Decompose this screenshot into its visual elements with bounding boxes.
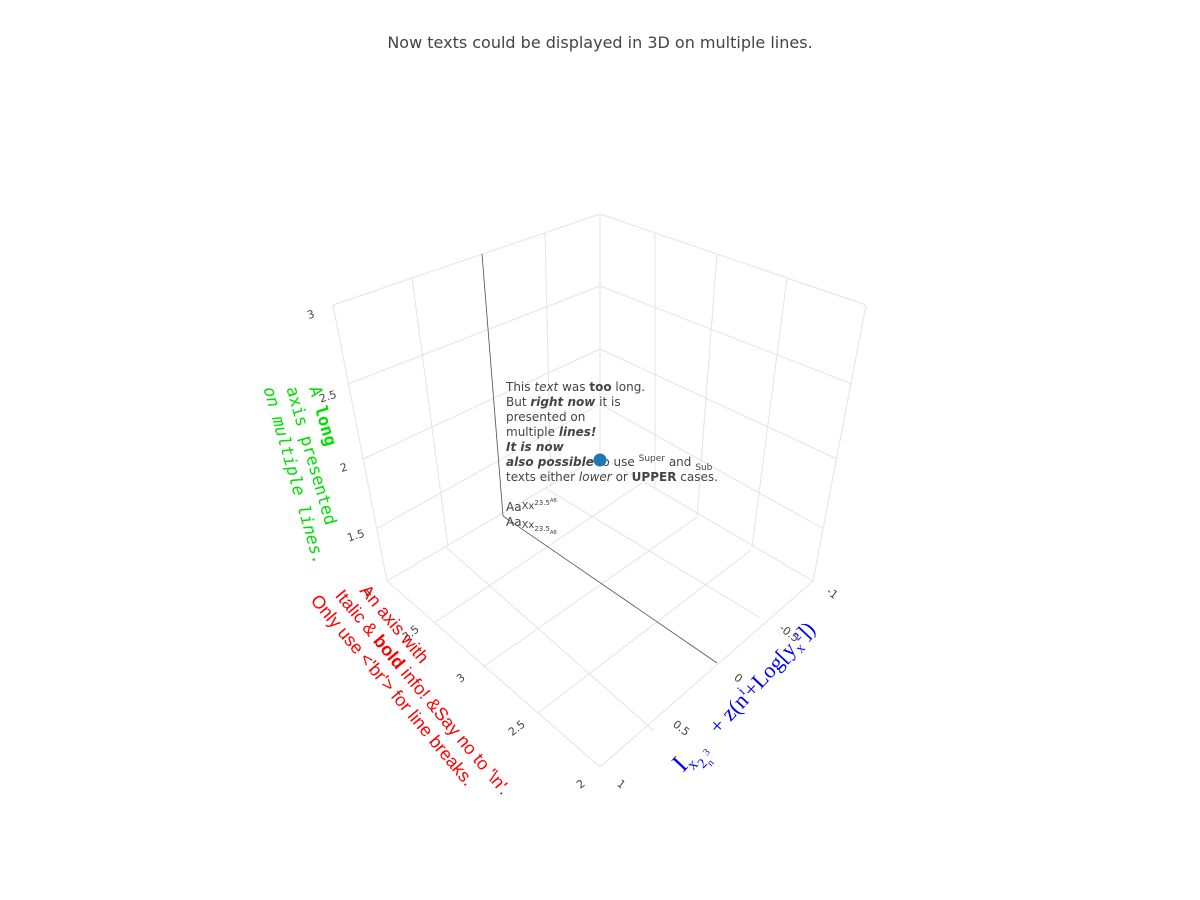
spike-line — [481, 253, 504, 517]
floor-grid-line — [386, 580, 601, 768]
svg-text:This text was: This text was too long. — [505, 380, 645, 394]
tick-label: 2 — [339, 460, 350, 475]
x-title-part: +Log[y — [738, 637, 801, 702]
svg-text:also possible to use: also possible to use Super and Sub — [506, 450, 713, 473]
tick-label: 3 — [454, 671, 468, 686]
x-title-part: 3 — [701, 747, 712, 758]
tick-label: 2.5 — [318, 388, 339, 406]
tick-label: 3 — [306, 307, 317, 322]
tick-label: 1 — [614, 777, 628, 792]
data-point[interactable] — [593, 453, 607, 467]
svg-text:texts either lower: texts either lower or UPPER cases. — [506, 470, 718, 484]
y-axis-title: An axis with Italic & bold info! &Say no… — [307, 581, 515, 799]
annotation-text: This text was too long. But right now it… — [505, 380, 718, 484]
z-title-part: A — [304, 384, 326, 399]
svg-text:multiple lines!: multiple lines! — [506, 425, 596, 439]
right-wall-grid — [599, 213, 867, 582]
annotation-superscripts: AaXx23.5AB AaXx23.5AB — [506, 498, 557, 536]
tick-label: 1.5 — [346, 527, 367, 545]
svg-text:Italic & bold info: Italic & bold info! &Say no to '\n'. — [331, 586, 514, 799]
svg-text:AaXx23.5AB: AaXx23.5AB — [506, 498, 557, 514]
svg-text:Ix2n3+ z(ni+Log[yx2]): Ix2n3+ z(ni+Log[yx2]) — [666, 614, 830, 786]
chart-title: Now texts could be displayed in 3D on mu… — [387, 33, 813, 52]
x-axis-title: Ix2n3+ z(ni+Log[yx2]) — [666, 614, 830, 786]
tick-label: 0.5 — [670, 718, 692, 739]
z-ticks: 1.5 2 2.5 3 — [306, 307, 367, 544]
tick-label: -1 — [824, 585, 841, 602]
x-title-part: n — [705, 757, 716, 768]
tick-label: 2 — [574, 777, 588, 792]
svg-text:presented on: presented on — [506, 410, 585, 424]
spike-line — [502, 515, 718, 664]
svg-text:AaXx23.5AB: AaXx23.5AB — [506, 515, 557, 536]
svg-text:But right now it i: But right now it is — [506, 395, 621, 409]
tick-label: 2.5 — [506, 718, 528, 739]
svg-text:It is now: It is now — [506, 440, 565, 454]
